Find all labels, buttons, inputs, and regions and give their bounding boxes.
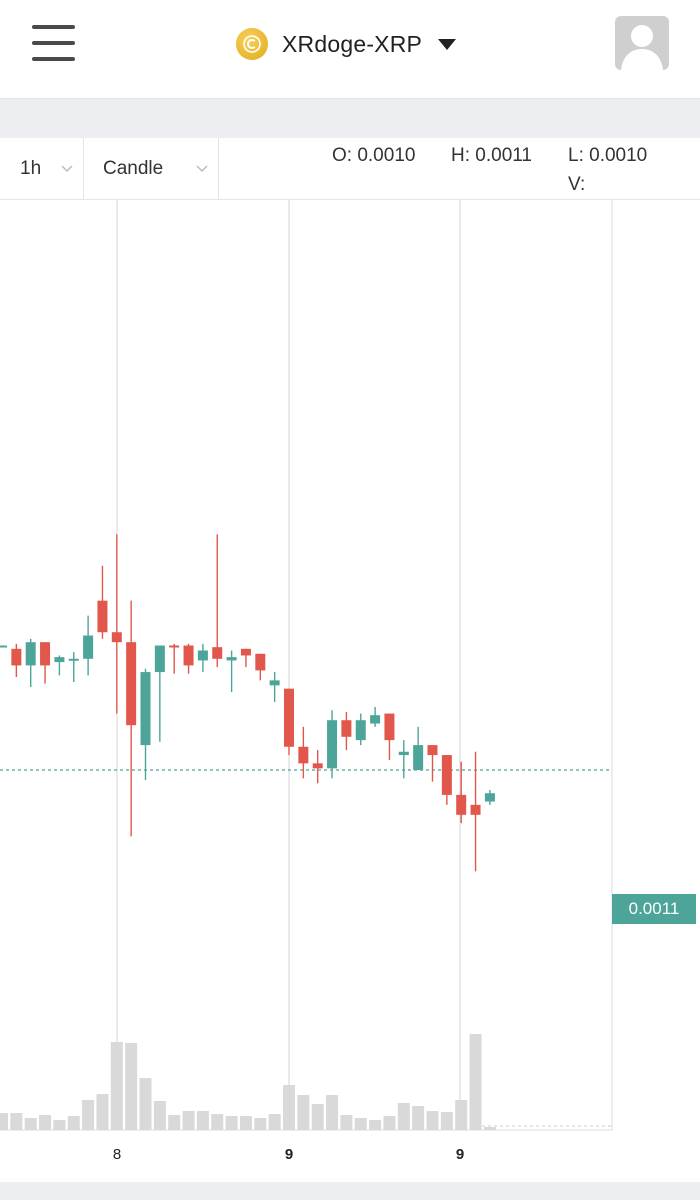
interval-select[interactable]: 1h (0, 138, 84, 199)
candle-body (0, 645, 7, 648)
candle-body (312, 763, 323, 769)
volume-bar (39, 1115, 52, 1130)
candle-body (370, 715, 381, 724)
x-tick-label: 9 (456, 1146, 464, 1163)
candle-body (255, 653, 266, 671)
volume-bar (283, 1085, 295, 1130)
volume-bar (168, 1115, 181, 1130)
candle-body (111, 632, 122, 643)
candle-body (197, 650, 208, 661)
candle-body (413, 745, 424, 770)
volume-bar (153, 1101, 166, 1130)
interval-value: 1h (20, 157, 42, 179)
candle-body (470, 804, 481, 815)
volume-bar (469, 1034, 482, 1130)
candlestick-chart[interactable]: 8 9 9 (0, 138, 700, 1182)
volume-bar (0, 1113, 8, 1130)
menu-line-bottom (32, 57, 75, 61)
menu-line-top (32, 25, 75, 29)
volume-bar (211, 1114, 224, 1130)
candle-body (140, 672, 151, 746)
volume-bar (110, 1042, 123, 1130)
chart-panel: 8 9 9 1h Candle O: 0.0010 H: 0.0011 L: 0.0… (0, 138, 700, 1182)
candle-body (212, 647, 223, 659)
volume-bar (426, 1111, 439, 1130)
volume-bar (82, 1100, 95, 1130)
volume-bar (239, 1116, 252, 1130)
candle-body (226, 657, 237, 661)
candle-body (83, 635, 94, 659)
candle-body (154, 645, 165, 673)
chevron-down-icon (196, 164, 208, 173)
volume-bar (10, 1113, 23, 1130)
coin-icon (236, 28, 268, 60)
candle-body (40, 642, 51, 666)
volume-bar (182, 1111, 195, 1130)
volume-bar (254, 1118, 267, 1130)
volume-bar (397, 1103, 410, 1130)
ohlc-open: O: 0.0010 (332, 145, 416, 166)
chart-type-value: Candle (103, 157, 164, 179)
candle-body (183, 645, 194, 666)
candle-body (298, 746, 309, 764)
candle-body (341, 720, 352, 737)
volume-bar (96, 1094, 109, 1130)
ohlc-high: H: 0.0011 (451, 145, 532, 166)
candle-body (97, 600, 108, 633)
volume-bar (326, 1095, 339, 1130)
candle-body (169, 645, 180, 648)
volume-bar (24, 1118, 37, 1130)
x-tick-label: 9 (285, 1146, 293, 1163)
volume-bar (225, 1116, 238, 1130)
ohlc-low: L: 0.0010 (568, 145, 648, 166)
volume-bar (354, 1118, 367, 1130)
volume-bar (455, 1100, 468, 1130)
volume-bar (125, 1043, 138, 1130)
pair-selector-dropdown[interactable]: XRdoge-XRP (236, 24, 457, 64)
volume-bar (196, 1111, 209, 1130)
candle-body (25, 642, 36, 666)
volume-bar (139, 1078, 152, 1130)
candle-body (240, 648, 251, 656)
hamburger-menu-button[interactable] (28, 20, 80, 66)
candle-body (427, 745, 438, 756)
volume-bar (53, 1120, 66, 1130)
candle-body (54, 657, 65, 663)
candle-body (68, 658, 79, 661)
x-tick-label: 8 (113, 1146, 121, 1163)
chart-type-select[interactable]: Candle (84, 138, 219, 199)
volume-bar (412, 1106, 425, 1130)
volume-bar (297, 1095, 310, 1130)
chevron-down-icon (61, 164, 73, 173)
volume-bar (483, 1127, 496, 1130)
candle-body (355, 720, 366, 741)
volume-bar (268, 1114, 281, 1130)
top-bar: XRdoge-XRP (0, 0, 700, 99)
menu-line-middle (32, 41, 75, 45)
volume-bar (340, 1115, 353, 1130)
candle-body (11, 648, 22, 666)
candle-body (284, 688, 294, 747)
caret-down-icon (438, 38, 457, 50)
candle-body (269, 680, 280, 686)
candle-body (456, 794, 467, 815)
volume-bar (383, 1116, 396, 1130)
current-price-tag: 0.0011 (612, 894, 696, 924)
volume-bar (67, 1116, 80, 1130)
candle-body (398, 751, 409, 756)
volume-bar (440, 1112, 453, 1130)
chart-toolbar: 1h Candle O: 0.0010 H: 0.0011 L: 0.0010 … (0, 138, 700, 200)
user-avatar-icon[interactable] (615, 16, 669, 70)
ohlc-volume: V: (568, 174, 586, 195)
candle-body (441, 755, 452, 795)
volume-bar (311, 1104, 324, 1130)
candle-body (384, 713, 395, 741)
candle-body (484, 793, 495, 802)
volume-bar (369, 1120, 382, 1130)
candle-body (327, 720, 338, 769)
candle-body (126, 642, 137, 726)
pair-label: XRdoge-XRP (282, 30, 423, 57)
